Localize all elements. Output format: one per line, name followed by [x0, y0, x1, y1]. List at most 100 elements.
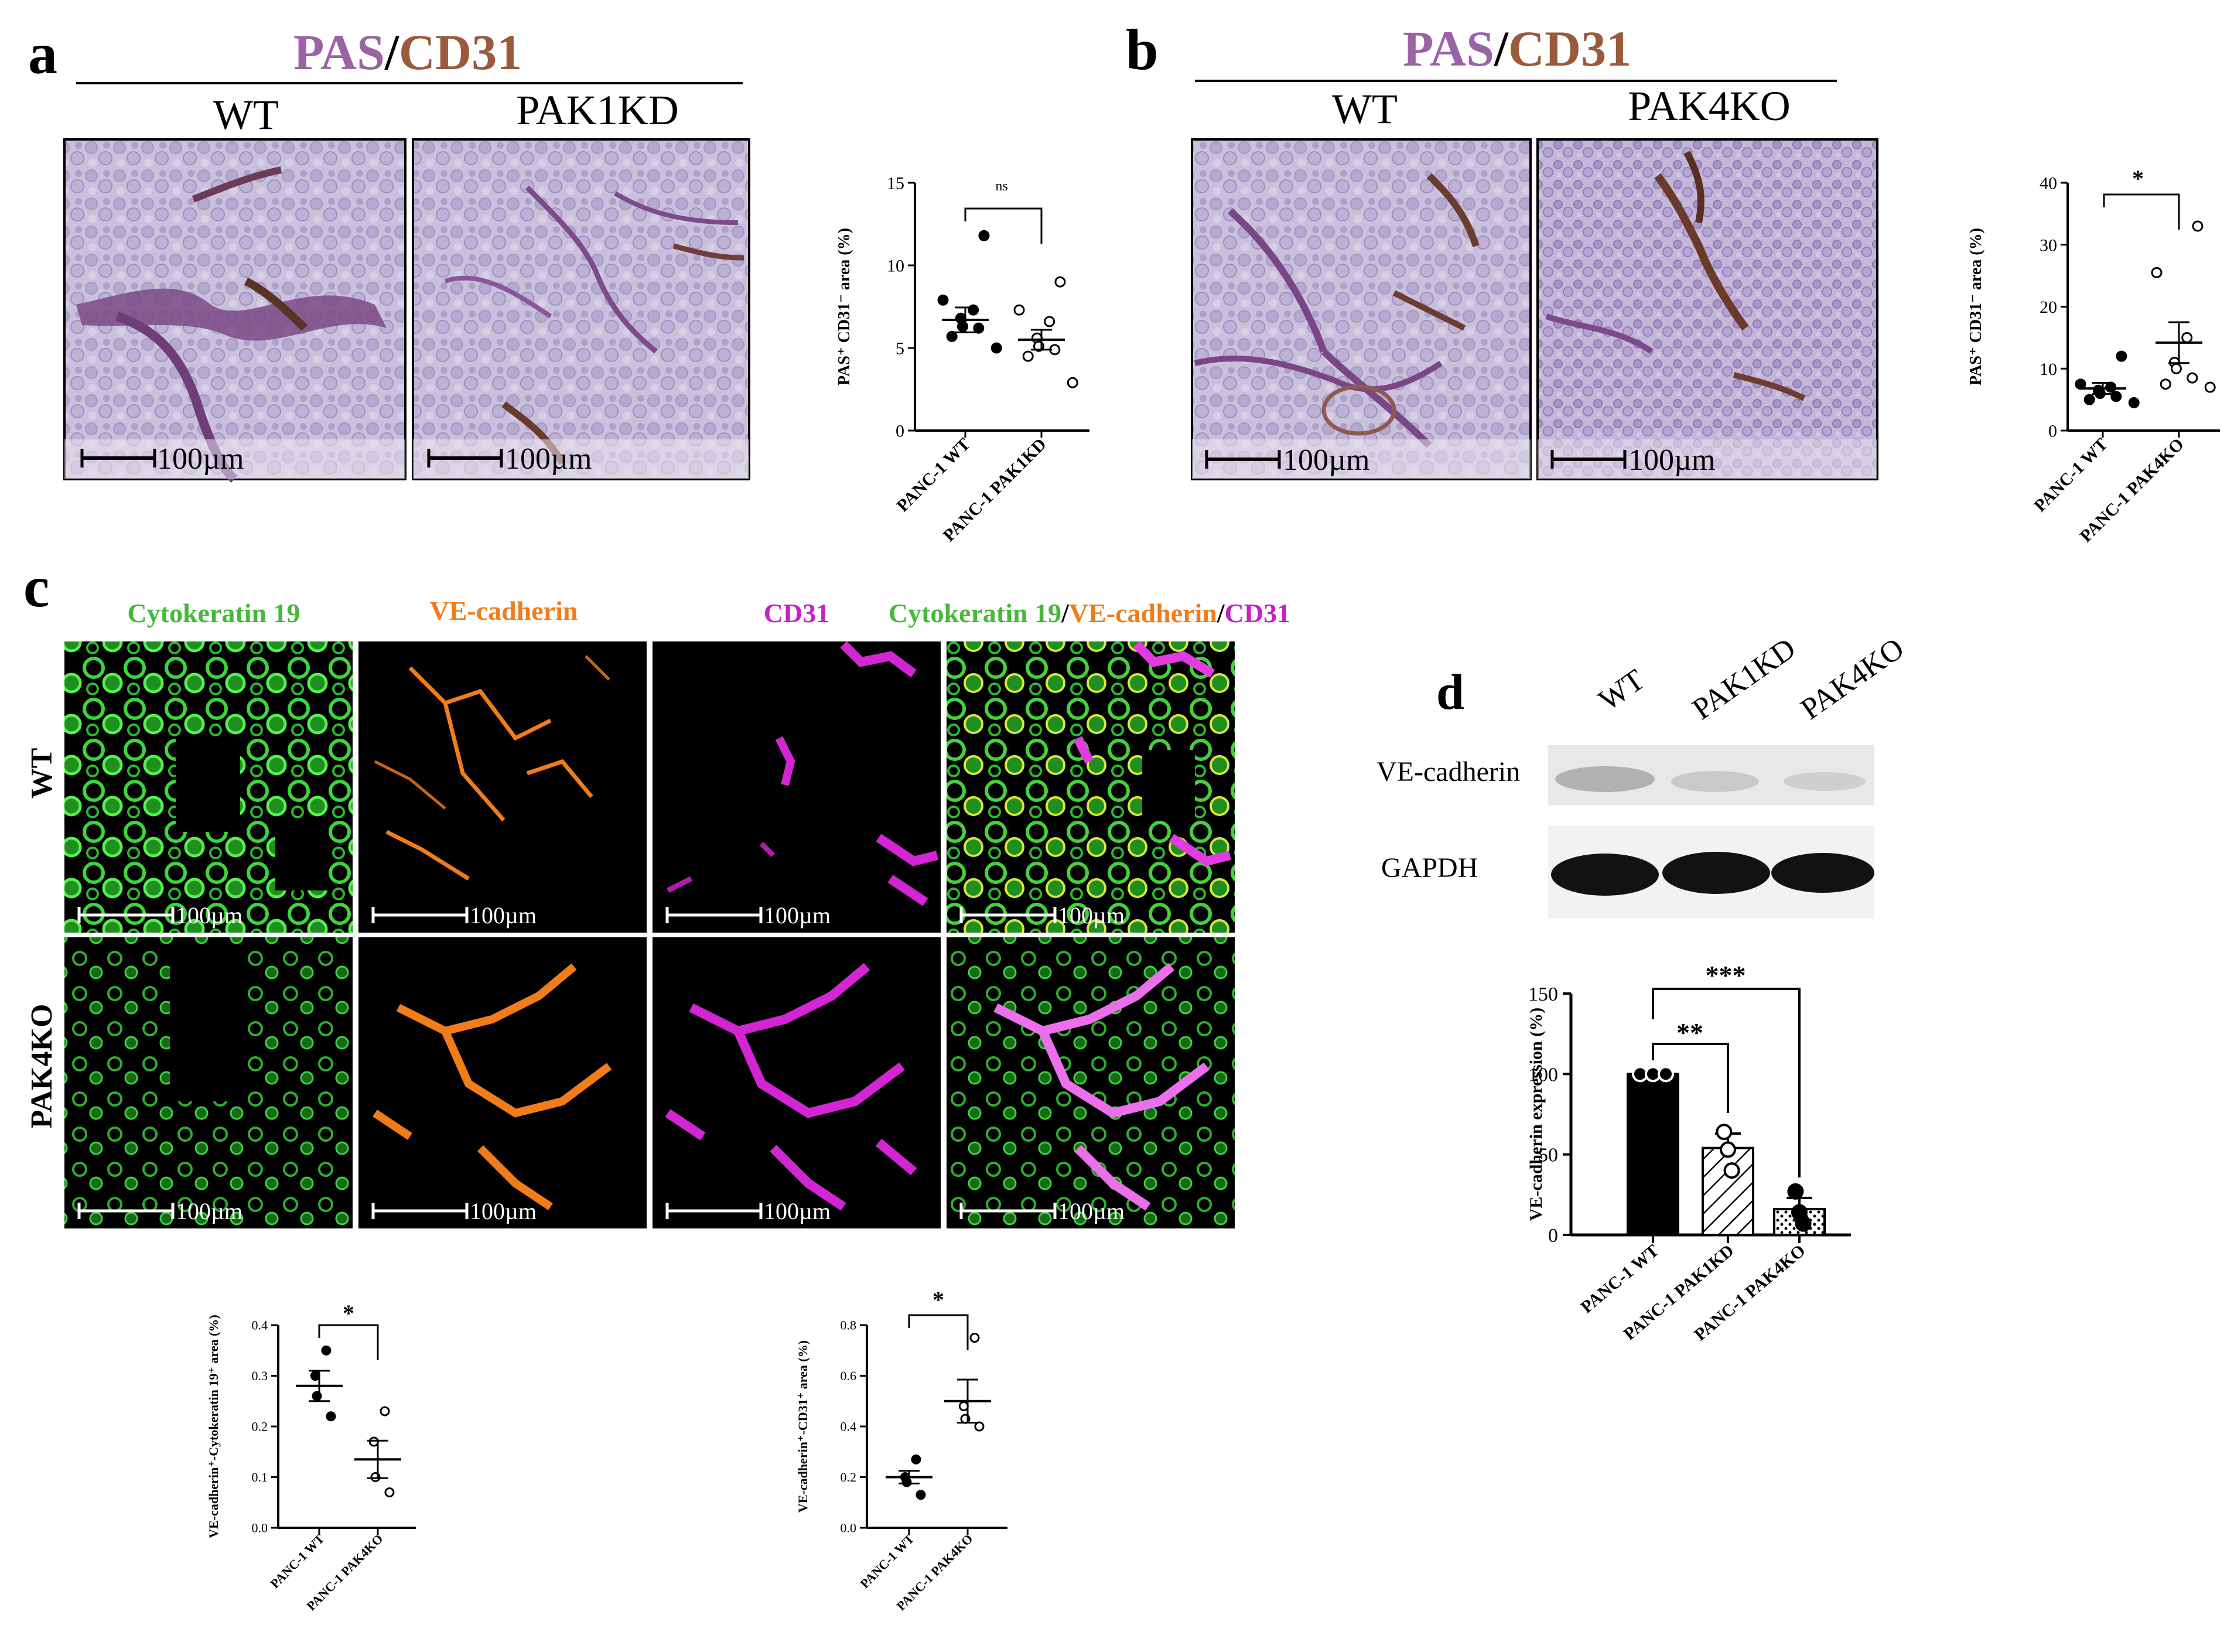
y-tick-label: 150: [1528, 984, 1558, 1005]
scale-label-b-pak4ko: 100µm: [1628, 443, 1715, 477]
data-point: [1022, 350, 1034, 362]
significance-label: ***: [1706, 960, 1746, 990]
panel-a-title-slash: /: [384, 24, 399, 80]
y-tick-label: 50: [1538, 1145, 1558, 1166]
y-tick-label: 0.0: [252, 1521, 268, 1535]
y-axis-label: VE-cadherin⁺-Cytokeratin 19⁺ area (%): [206, 1315, 221, 1538]
scale-label-c-3: 100µm: [764, 902, 831, 929]
scale-label-c-5: 100µm: [176, 1198, 242, 1224]
fluor-wt-vecad: [358, 641, 647, 933]
x-tick-label: PANC-1 WT: [267, 1531, 327, 1591]
data-point: [974, 1421, 985, 1432]
merge-label-slash-2: /: [1217, 598, 1225, 628]
data-point: [310, 1371, 320, 1381]
data-point: [1054, 276, 1066, 288]
y-tick-label: 15: [887, 174, 904, 193]
channel-label-ck19: Cytokeratin 19: [127, 598, 300, 628]
scale-label-c-7: 100µm: [764, 1198, 831, 1224]
fluor-pak4ko-merge: [947, 937, 1235, 1228]
data-point: [1787, 1183, 1804, 1200]
data-point: [2192, 220, 2204, 232]
blot-vecadherin: [1548, 745, 1874, 805]
scale-label-c-2: 100µm: [470, 902, 537, 929]
panel-a-title-cd31: CD31: [399, 24, 522, 80]
merge-label-cd31: CD31: [1225, 598, 1290, 628]
significance-label: **: [1676, 1018, 1703, 1047]
fluor-pak4ko-vecad: [358, 937, 647, 1228]
x-tick-label: PANC-1 WT: [2030, 435, 2112, 516]
x-tick-label: PANC-1 WT: [857, 1531, 917, 1591]
y-tick-label: 0.8: [841, 1318, 857, 1333]
panel-a: a PAS/CD31 WT PAK1KD 100µm: [28, 21, 750, 483]
y-tick-label: 0.2: [252, 1419, 268, 1434]
data-point: [1716, 1124, 1733, 1141]
panel-a-letter: a: [28, 21, 57, 86]
data-point: [978, 230, 990, 241]
data-point: [1044, 316, 1055, 327]
bar: [1627, 1073, 1679, 1237]
panel-a-col-label-pak1kd: PAK1KD: [516, 87, 678, 134]
y-tick-label: 0.4: [252, 1318, 268, 1333]
scale-labels-c: 100µm 100µm 100µm 100µm 100µm 100µm 100µ…: [176, 902, 1125, 1224]
data-point: [1795, 1215, 1812, 1232]
significance-label: *: [932, 1286, 944, 1313]
merge-label-slash-1: /: [1061, 598, 1070, 628]
fluor-wt-ck19: [64, 641, 353, 933]
significance-bracket: [1652, 1043, 1729, 1113]
fluor-pak4ko-cd31: [653, 937, 941, 1228]
y-tick-label: 0: [1548, 1225, 1558, 1247]
significance-label: *: [2132, 165, 2144, 192]
y-tick-label: 0.2: [841, 1470, 857, 1484]
scale-label-c-1: 100µm: [176, 902, 242, 929]
channel-label-vecad: VE-cadherin: [430, 596, 578, 626]
panel-a-title-pas: PAS: [293, 24, 385, 80]
fluor-pak4ko-ck19: [64, 937, 353, 1228]
y-tick-label: 100: [1528, 1064, 1558, 1086]
scale-label-c-6: 100µm: [470, 1198, 537, 1224]
micrograph-b-pak4ko: 100µm: [1536, 138, 1878, 480]
panel-b-title-slash: /: [1494, 21, 1509, 77]
y-tick-label: 0: [896, 422, 904, 441]
significance-bracket: [318, 1324, 379, 1360]
panel-b-title-pas: PAS: [1403, 21, 1494, 77]
panel-d-letter: d: [1436, 664, 1464, 720]
data-point: [2181, 332, 2193, 343]
data-point: [321, 1345, 332, 1356]
merge-label-vecad: VE-cadherin: [1069, 598, 1217, 628]
fluor-wt-cd31: [653, 641, 941, 933]
scale-label-a-wt: 100µm: [157, 442, 244, 476]
panel-a-title: PAS/CD31: [293, 24, 522, 80]
row-label-wt: WT: [25, 748, 59, 799]
panel-b-letter: b: [1126, 17, 1159, 82]
data-point: [946, 330, 958, 342]
data-point: [1658, 1066, 1674, 1083]
blot-label-gapdh: GAPDH: [1381, 852, 1478, 883]
y-tick-label: 0.4: [841, 1419, 857, 1434]
data-point: [1723, 1162, 1740, 1179]
panel-b-col-label-wt: WT: [1332, 86, 1398, 132]
data-point: [916, 1490, 926, 1500]
panel-b-title-cd31: CD31: [1508, 21, 1631, 77]
significance-label: *: [343, 1300, 354, 1326]
scale-label-a-pak1kd: 100µm: [505, 442, 592, 476]
scale-label-c-8: 100µm: [1058, 1198, 1125, 1224]
data-point: [2128, 397, 2140, 408]
fluor-wt-merge: [947, 641, 1235, 933]
micrograph-a-wt: 100µm: [63, 138, 407, 483]
y-tick-label: 0.0: [841, 1521, 857, 1535]
data-point: [2116, 350, 2127, 362]
panel-b-col-label-pak4ko: PAK4KO: [1628, 83, 1790, 129]
data-point: [2170, 363, 2182, 374]
significance-bracket: [1652, 988, 1801, 1177]
lane-label-wt: WT: [1593, 663, 1651, 718]
y-tick-label: 0: [2048, 422, 2057, 441]
data-point: [2105, 381, 2117, 393]
panel-a-col-label-wt: WT: [213, 91, 279, 138]
data-point: [2204, 381, 2216, 393]
y-tick-label: 10: [2040, 360, 2057, 379]
data-point: [2083, 394, 2095, 405]
